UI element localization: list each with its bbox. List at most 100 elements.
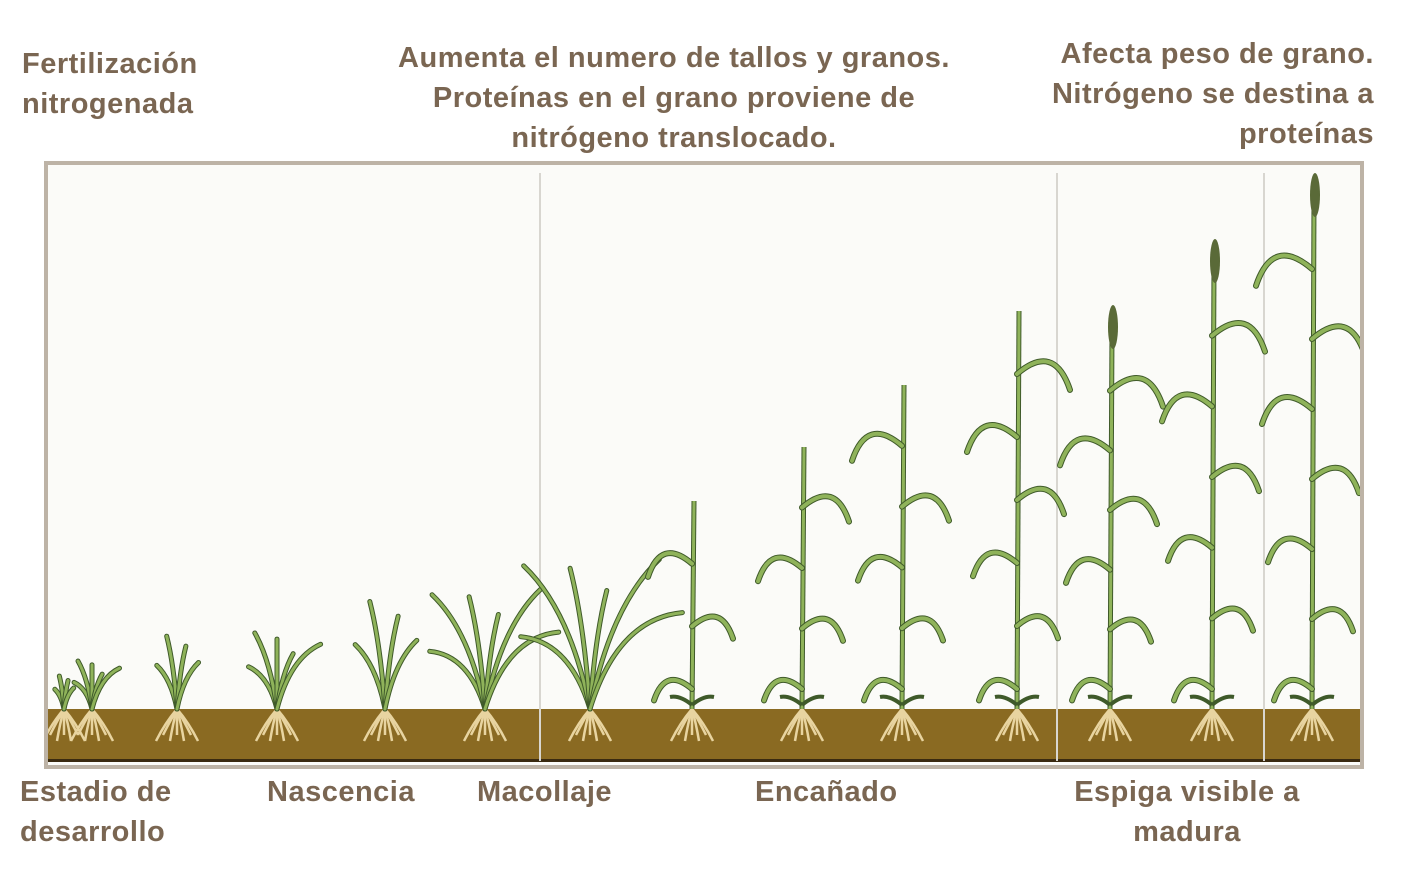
stem [1108,330,1114,710]
base-leaf [690,694,715,707]
root [63,708,87,742]
stage-line: Espiga visible a [1074,776,1300,808]
leaf [977,677,1019,703]
leaf [90,666,122,711]
leaf [522,564,592,711]
base-leaf [1015,694,1040,707]
leaf [275,642,323,711]
leaf [1172,677,1214,703]
stage-label-encanado: Encañado [755,776,898,808]
root [901,708,925,742]
leaf [568,566,592,711]
leaf [1260,395,1314,426]
leaf [756,555,804,584]
wheat-ear [1210,239,1220,283]
stem [690,500,696,710]
leaf [1210,606,1255,633]
base-leaf [800,694,825,707]
leaf [1070,677,1112,703]
leaf [1310,324,1360,348]
header-line: Fertilización [22,48,198,80]
stem [1015,310,1021,710]
wheat-ear [1310,173,1320,217]
root [484,708,508,742]
leaf [965,423,1019,454]
stage-label-development: Estadio de desarrollo [20,772,172,852]
root [1311,708,1335,742]
stem [1310,198,1316,710]
leaf [1272,677,1314,703]
leaf [1166,535,1214,563]
leaf [762,677,804,703]
leaf [900,616,945,643]
wheat-ear [1108,305,1118,349]
leaf [430,593,487,711]
leaf [1160,392,1214,424]
leaf [1015,614,1060,641]
root [176,708,200,742]
base-leaf [1289,694,1314,707]
root [384,708,408,742]
leaf [1058,436,1112,468]
stem [900,384,906,710]
leaf [588,611,684,711]
stage-line: madura [1133,816,1241,848]
leaf [1064,557,1112,585]
stage-label-nascencia: Nascencia [267,776,415,808]
leaf [1108,496,1159,527]
stage-label-espiga: Espiga visible a madura [1062,772,1312,852]
leaf [900,493,951,523]
leaf [850,431,904,463]
leaf [483,630,561,711]
leaf [383,638,419,711]
header-line: nitrógeno translocado. [511,122,837,154]
leaf [800,616,845,643]
header-line: Nitrógeno se destina a [1051,78,1374,110]
root [276,708,300,742]
header-line: Aumenta el numero de tallos y granos. [398,42,950,74]
base-leaf [1310,694,1335,707]
root [691,708,715,742]
stage-line: Estadio de [20,776,172,808]
stem [800,446,806,710]
header-line: proteínas [1238,118,1374,150]
root [1211,708,1235,742]
leaf [1266,536,1314,565]
leaf [1015,486,1066,517]
leaf [1310,607,1355,634]
base-leaf [879,694,904,707]
plants-svg [48,173,1360,762]
leaf [62,686,76,711]
header-line: Proteínas en el grano proviene de [432,82,916,114]
stage-label-macollaje: Macollaje [477,776,613,808]
leaf [175,660,201,711]
soil [48,709,1360,761]
leaf [690,614,735,641]
leaf [1210,463,1261,494]
header-tillering-effect: Aumenta el numero de tallos y granos. Pr… [368,38,980,158]
leaf [1015,359,1072,392]
leaf [1108,617,1153,644]
leaf [800,494,851,524]
leaf [652,677,694,703]
root [91,708,115,742]
base-leaf [779,694,804,707]
header-line: Afecta peso de grano. [1060,38,1374,70]
header-line: nitrogenada [22,88,194,120]
base-leaf [1087,694,1112,707]
base-leaf [1189,694,1214,707]
root [1016,708,1040,742]
leaf [856,554,904,583]
leaf [1108,375,1165,409]
header-fertilization: Fertilización nitrogenada [22,44,198,124]
base-leaf [900,694,925,707]
stage-line: desarrollo [20,816,166,848]
leaf [1254,253,1314,288]
leaf [862,677,904,703]
growth-stages-illustration [44,161,1364,769]
header-grain-effect: Afecta peso de grano. Nitrógeno se desti… [1052,34,1374,154]
leaf [1310,465,1360,496]
leaf [971,550,1019,579]
base-leaf [669,694,694,707]
root [801,708,825,742]
